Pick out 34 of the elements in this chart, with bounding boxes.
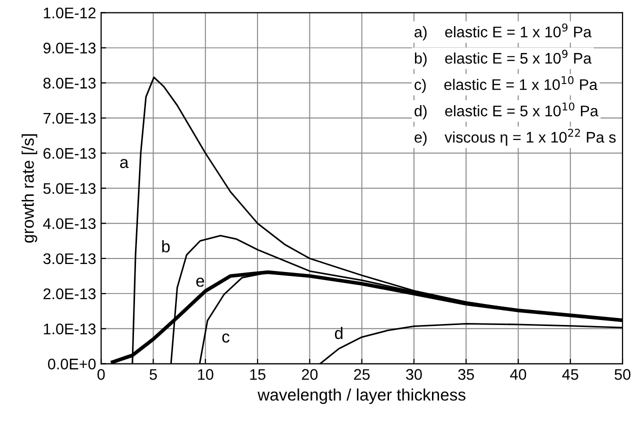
series-label: c: [222, 333, 230, 343]
series-label: d: [334, 326, 342, 340]
x-tick-label: 5: [150, 369, 157, 380]
x-tick-label: 10: [198, 369, 214, 380]
y-tick-label: 7.0E-13: [44, 112, 96, 124]
y-tick-label: 1.0E-12: [44, 8, 96, 18]
x-axis-title: wavelength / layer thickness: [258, 388, 466, 404]
x-tick-label: 0: [97, 369, 105, 380]
annotation: c) elastic E = 1 x 10$^{10}$ Pa: [414, 76, 598, 94]
annotation: e) viscous η = 1 x 10$^{22}$ Pa s: [414, 128, 616, 146]
series-label: b: [162, 240, 170, 252]
x-tick-label: 15: [250, 369, 266, 380]
y-tick-label: 4.0E-13: [43, 218, 96, 230]
x-tick-label: 25: [354, 369, 370, 380]
y-tick-label: 6.0E-13: [44, 148, 96, 159]
y-tick-label: 1.0E-13: [44, 324, 96, 334]
annotation: d) elastic E = 5 x 10$^{10}$ Pa: [414, 102, 598, 120]
y-tick-label: 5.0E-13: [43, 183, 96, 194]
x-tick-label: 45: [562, 369, 578, 380]
y-tick-label: 0.0E+0: [48, 358, 96, 370]
x-tick-label: 30: [406, 369, 422, 380]
y-tick-label: 8.0E-13: [43, 78, 96, 89]
x-tick-label: 40: [510, 369, 526, 380]
y-axis-title: growth rate [/s]: [22, 134, 38, 243]
x-tick-label: 35: [458, 369, 474, 380]
series-label: a: [120, 159, 129, 168]
y-tick-label: 3.0E-13: [43, 253, 96, 264]
x-tick-label: 50: [614, 369, 630, 380]
y-tick-label: 2.0E-13: [44, 288, 96, 300]
series-label: e: [196, 278, 204, 287]
y-tick-label: 9.0E-13: [43, 42, 96, 54]
annotation: a) elastic E = 1 x 10$^{9}$ Pa: [414, 23, 592, 40]
x-tick-label: 20: [302, 369, 318, 380]
annotation: b) elastic E = 5 x 10$^{9}$ Pa: [414, 50, 592, 67]
